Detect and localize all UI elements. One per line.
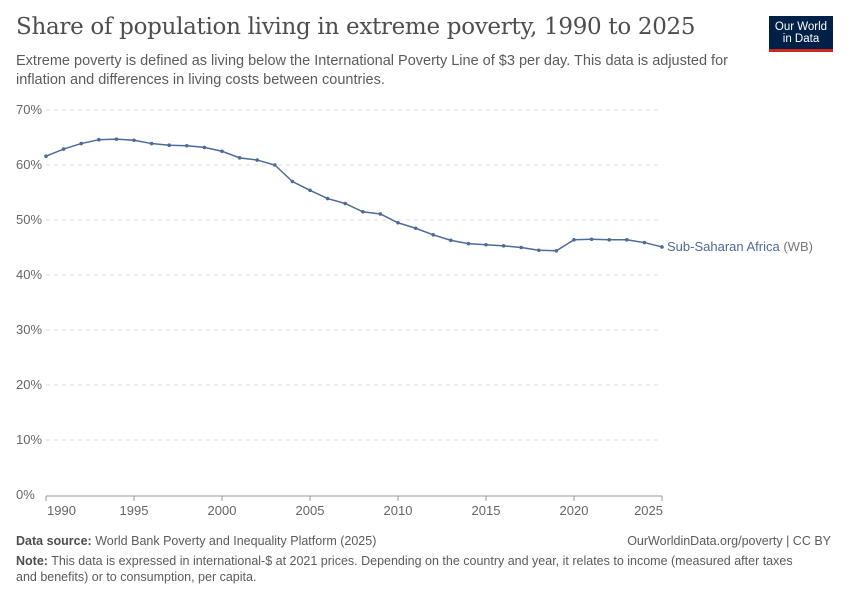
data-point (114, 137, 119, 141)
note-label: Note: (16, 554, 48, 568)
chart-subtitle: Extreme poverty is defined as living bel… (16, 53, 728, 88)
y-tick-label: 30% (16, 322, 42, 337)
data-point (237, 156, 242, 160)
owid-logo[interactable]: Our World in Data (769, 16, 833, 52)
x-tick-label: 2005 (296, 503, 325, 518)
data-point (484, 242, 488, 247)
chart-title: Share of population living in extreme po… (16, 14, 696, 40)
data-point (255, 158, 259, 162)
data-point (413, 226, 418, 231)
data-point (589, 237, 594, 242)
data-point (79, 141, 83, 146)
data-point (642, 240, 647, 245)
data-point (44, 154, 48, 158)
source-label: Data source: (16, 534, 92, 548)
y-tick-label: 0% (16, 487, 35, 502)
y-tick-label: 60% (16, 157, 42, 172)
x-tick-label: 2015 (472, 503, 501, 518)
x-tick-label: 2000 (208, 503, 237, 518)
data-source: Data source: World Bank Poverty and Ineq… (16, 533, 376, 549)
x-tick-label: 1995 (120, 503, 149, 518)
note: Note: This data is expressed in internat… (16, 553, 816, 585)
y-tick-label: 70% (16, 102, 42, 117)
data-point (607, 238, 611, 242)
y-tick-label: 40% (16, 267, 42, 282)
data-point (202, 145, 207, 150)
data-point (343, 201, 348, 206)
data-point (220, 149, 224, 154)
x-tick-label: 2010 (384, 503, 413, 518)
data-point (554, 249, 559, 253)
data-point (273, 163, 277, 167)
data-point (185, 143, 189, 148)
data-point (449, 238, 453, 243)
data-point (97, 137, 101, 142)
data-point (132, 138, 136, 143)
data-point (431, 233, 436, 237)
data-point (572, 238, 576, 242)
x-tick-label: 1990 (47, 503, 76, 518)
data-point (501, 244, 506, 248)
data-point (625, 238, 629, 242)
series-label: Sub-Saharan Africa (WB) (667, 239, 813, 254)
y-tick-label: 50% (16, 212, 42, 227)
data-point (61, 147, 66, 151)
data-point (308, 188, 312, 193)
data-point (378, 212, 383, 216)
y-tick-label: 20% (16, 377, 42, 392)
y-tick-label: 10% (16, 432, 42, 447)
source-url[interactable]: OurWorldinData.org/poverty | CC BY (627, 534, 831, 548)
data-point (519, 245, 523, 250)
x-tick-label: 2025 (634, 503, 663, 518)
data-point (537, 248, 541, 253)
data-point (466, 241, 471, 246)
data-point (325, 196, 330, 201)
series-suffix: (WB) (780, 239, 813, 254)
data-point (396, 220, 400, 225)
data-point (149, 141, 154, 146)
x-tick-label: 2020 (560, 503, 589, 518)
series-line (45, 138, 663, 252)
note-text: This data is expressed in international-… (16, 554, 793, 584)
source-text: World Bank Poverty and Inequality Platfo… (95, 534, 377, 548)
data-point (290, 179, 295, 184)
data-point (660, 245, 664, 249)
data-point (361, 209, 365, 214)
series-name: Sub-Saharan Africa (667, 239, 781, 254)
data-point (167, 143, 171, 147)
